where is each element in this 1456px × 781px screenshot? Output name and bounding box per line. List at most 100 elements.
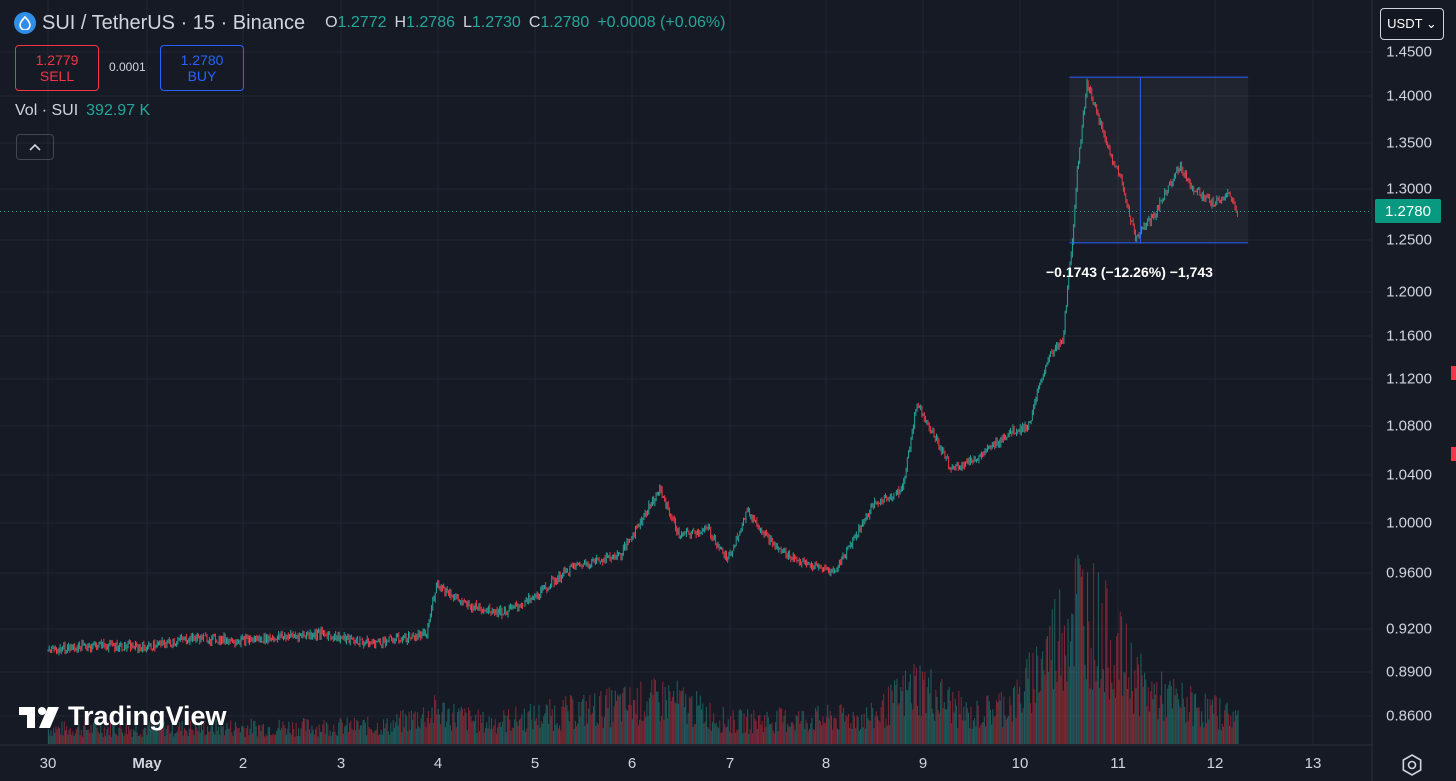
volume-bar	[1043, 669, 1045, 744]
volume-bar	[1019, 686, 1021, 744]
volume-bar	[1154, 694, 1156, 744]
volume-bar	[902, 675, 904, 744]
volume-bar	[1162, 703, 1164, 744]
volume-bar	[1150, 691, 1152, 744]
symbol-title[interactable]: SUI / TetherUS · 15 · Binance	[42, 11, 306, 34]
sell-button[interactable]: 1.2779 SELL	[15, 45, 99, 91]
volume-bar	[376, 722, 378, 744]
volume-bar	[823, 722, 825, 744]
chevron-up-icon	[29, 143, 41, 151]
volume-bar	[278, 719, 280, 744]
volume-bar	[943, 702, 945, 744]
volume-bar	[1090, 647, 1092, 744]
volume-bar	[196, 727, 198, 744]
volume-bar	[57, 726, 59, 744]
currency-dropdown[interactable]: USDT ⌄	[1380, 8, 1444, 40]
volume-bar	[853, 716, 855, 744]
volume-bar	[563, 707, 565, 744]
buy-button[interactable]: 1.2780 BUY	[160, 45, 244, 91]
buy-label: BUY	[187, 68, 217, 84]
volume-bar	[835, 718, 837, 744]
volume-bar	[1139, 716, 1141, 744]
volume-bar	[754, 718, 756, 744]
volume-bar	[1063, 625, 1065, 744]
collapse-legend-button[interactable]	[16, 134, 54, 160]
alert-marker[interactable]	[1451, 447, 1456, 461]
chart-settings-button[interactable]	[1398, 751, 1426, 779]
volume-bar	[347, 731, 349, 744]
volume-bar	[281, 727, 283, 744]
volume-bar	[736, 730, 738, 744]
volume-bar	[1054, 598, 1056, 744]
volume-bar	[393, 727, 395, 744]
volume-bar	[506, 715, 508, 744]
volume-bar	[198, 723, 200, 744]
volume-bar	[86, 729, 88, 744]
volume-bar	[1227, 713, 1229, 744]
volume-bar	[527, 712, 529, 744]
volume-bar	[355, 730, 357, 744]
price-tick-label: 1.0400	[1386, 466, 1432, 484]
volume-bar	[861, 714, 863, 744]
volume-bar	[480, 714, 482, 744]
volume-legend[interactable]: Vol · SUI 392.97 K	[15, 102, 150, 120]
volume-bar	[534, 720, 536, 744]
volume-bar	[561, 706, 563, 744]
volume-bar	[694, 724, 696, 744]
volume-bar	[532, 729, 534, 744]
price-tick-label: 1.4000	[1386, 87, 1432, 105]
volume-bar	[95, 724, 97, 744]
volume-bar	[1004, 715, 1006, 744]
volume-bar	[784, 709, 786, 744]
volume-bar	[1089, 688, 1091, 744]
volume-bar	[455, 727, 457, 744]
brand-name: TradingView	[68, 701, 227, 731]
volume-bar	[1159, 695, 1161, 744]
volume-bar	[713, 713, 715, 744]
volume-bar	[997, 702, 999, 744]
volume-bar	[1067, 618, 1069, 744]
volume-bar	[232, 735, 234, 744]
volume-bar	[931, 708, 933, 744]
alert-marker[interactable]	[1451, 366, 1456, 380]
volume-bar	[894, 680, 896, 744]
volume-bar	[262, 723, 264, 744]
volume-bar	[684, 707, 686, 744]
volume-bar	[78, 724, 80, 744]
volume-bar	[332, 732, 334, 744]
volume-bar	[1153, 683, 1155, 744]
volume-bar	[1114, 697, 1116, 744]
volume-bar	[361, 725, 363, 744]
volume-bar	[1214, 695, 1216, 744]
volume-bar	[762, 732, 764, 744]
volume-bar	[568, 721, 570, 744]
volume-bar	[522, 730, 524, 744]
volume-bar	[1094, 659, 1096, 744]
volume-bar	[483, 732, 485, 744]
volume-bar	[237, 728, 239, 744]
volume-bar	[692, 727, 694, 744]
volume-bar	[523, 708, 525, 744]
volume-bar	[533, 705, 535, 744]
volume-bar	[163, 721, 165, 744]
price-tick-label: 1.1600	[1386, 327, 1432, 345]
volume-bar	[386, 718, 388, 744]
volume-bar	[645, 717, 647, 744]
volume-bar	[656, 691, 658, 744]
volume-bar	[1212, 699, 1214, 744]
volume-bar	[790, 722, 792, 744]
volume-bar	[1108, 699, 1110, 744]
volume-bar	[542, 723, 544, 744]
volume-bar	[329, 730, 331, 744]
volume-bar	[431, 707, 433, 744]
volume-bar	[378, 734, 380, 744]
volume-bar	[204, 735, 206, 744]
volume-bar	[964, 720, 966, 744]
volume-bar	[941, 678, 943, 744]
volume-bar	[292, 722, 294, 744]
volume-bar	[782, 722, 784, 744]
volume-bar	[165, 728, 167, 744]
volume-bar	[1182, 698, 1184, 744]
volume-bar	[914, 676, 916, 744]
